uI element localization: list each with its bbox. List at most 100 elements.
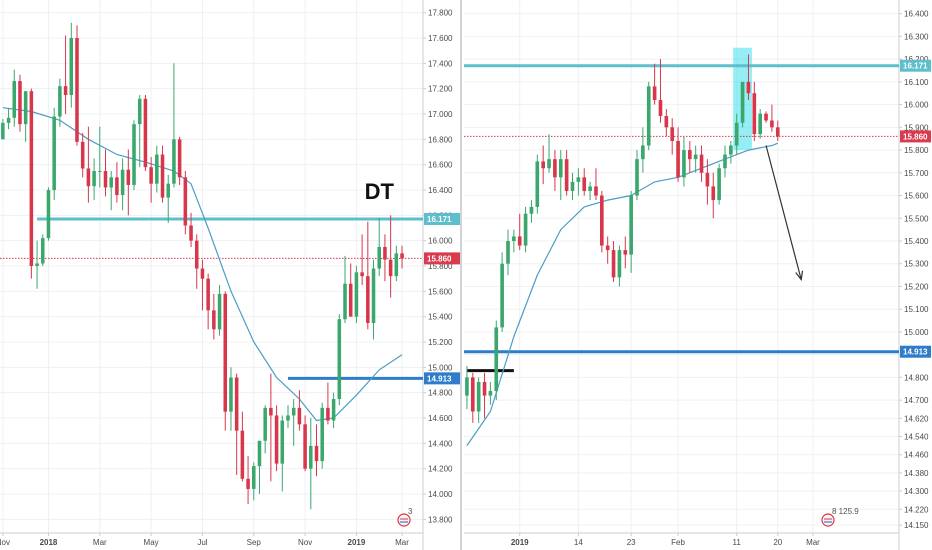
candle[interactable] [693,145,698,173]
candle[interactable] [770,104,774,132]
candle[interactable] [740,81,745,128]
candle[interactable] [98,126,102,188]
candle[interactable] [166,174,170,223]
candle[interactable] [132,120,136,190]
candle[interactable] [1,119,5,140]
candle[interactable] [360,234,364,285]
candle[interactable] [465,366,469,410]
candle[interactable] [512,229,516,253]
candle[interactable] [263,405,267,454]
candle[interactable] [500,252,504,332]
candle[interactable] [314,424,319,477]
candle[interactable] [69,22,74,108]
candle[interactable] [594,168,598,201]
candle[interactable] [286,405,290,429]
candle[interactable] [354,266,359,323]
candle[interactable] [611,240,616,282]
candle[interactable] [257,440,262,494]
candle[interactable] [646,81,651,151]
candle[interactable] [723,145,727,178]
candle[interactable] [746,54,751,101]
candle[interactable] [35,240,39,289]
candle[interactable] [29,88,34,279]
candle[interactable] [126,149,131,216]
candle[interactable] [269,373,273,482]
candle[interactable] [366,221,370,330]
candle[interactable] [635,150,639,201]
candle[interactable] [775,120,780,141]
candle[interactable] [564,150,569,196]
candle[interactable] [764,111,768,123]
candle[interactable] [137,95,142,168]
candle[interactable] [371,259,376,340]
right-chart-panel[interactable]: 16.40016.30016.20016.10016.00015.90015.8… [464,0,931,550]
candle[interactable] [535,154,540,214]
candle[interactable] [18,74,22,132]
candle[interactable] [734,113,739,155]
candle[interactable] [115,162,119,203]
candle[interactable] [547,134,551,173]
candle[interactable] [149,157,153,203]
left-chart-panel[interactable]: 17.800 17.600 17.400 17.200 17.000 16.800 16.6… [0,0,460,550]
candle[interactable] [41,234,45,266]
candle[interactable] [75,25,79,146]
candle[interactable] [103,149,108,197]
candle[interactable] [517,213,522,251]
candle[interactable] [676,127,680,182]
candle[interactable] [200,259,205,311]
candle[interactable] [23,91,28,142]
candle[interactable] [46,187,51,241]
candle[interactable] [641,127,645,173]
candle[interactable] [752,81,757,141]
candle[interactable] [383,234,387,282]
candle[interactable] [570,172,575,201]
candle[interactable] [670,118,675,155]
candle[interactable] [553,150,557,191]
candle[interactable] [217,285,222,336]
candle[interactable] [206,273,210,330]
candle[interactable] [120,158,125,211]
candle[interactable] [92,158,96,201]
candle[interactable] [506,229,510,276]
candle[interactable] [711,172,716,219]
candle[interactable] [194,234,199,289]
candle[interactable] [664,109,669,137]
candle[interactable] [234,373,239,475]
candle[interactable] [223,291,228,431]
candle[interactable] [63,35,68,114]
candle[interactable] [348,263,353,317]
candle[interactable] [482,372,487,419]
candle[interactable] [605,236,610,264]
candle[interactable] [80,133,85,178]
candle[interactable] [629,190,633,273]
candle[interactable] [687,140,692,173]
candle[interactable] [558,150,563,201]
candle[interactable] [682,136,686,187]
candle[interactable] [240,411,245,482]
candle[interactable] [12,69,17,127]
candle[interactable] [758,109,762,139]
candle[interactable] [541,145,545,185]
candle[interactable] [400,245,404,269]
candle[interactable] [86,126,91,203]
candle[interactable] [705,159,710,205]
candle[interactable] [160,145,165,203]
candle[interactable] [699,145,704,182]
candle[interactable] [291,399,296,446]
candle[interactable] [658,59,663,123]
candle[interactable] [246,456,250,505]
candle[interactable] [576,168,581,196]
candle[interactable] [155,145,159,193]
candle[interactable] [488,381,493,405]
candle[interactable] [280,415,285,492]
candle[interactable] [189,212,193,247]
candle[interactable] [476,377,481,423]
candle[interactable] [274,405,279,472]
candle[interactable] [529,200,534,223]
candle[interactable] [470,372,475,423]
candle[interactable] [309,418,313,510]
candle[interactable] [183,171,188,235]
candle[interactable] [523,206,528,253]
candle[interactable] [58,78,62,127]
candle[interactable] [494,320,499,401]
